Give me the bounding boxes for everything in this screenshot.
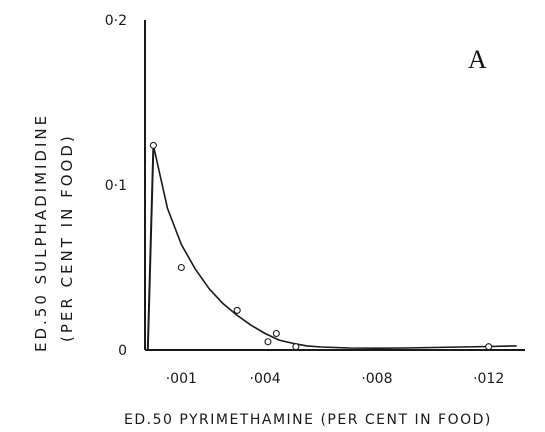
x-tick-label: ·012 <box>473 371 504 387</box>
y-axis-title-line2: (PER CENT IN FOOD) <box>58 133 76 342</box>
y-tick-label: 0·2 <box>105 13 127 29</box>
x-axis-title: ED.50 PYRIMETHAMINE (PER CENT IN FOOD) <box>124 412 492 428</box>
y-axis-title: ED.50 SULPHADIMIDINE (PER CENT IN FOOD) <box>32 113 76 352</box>
curves <box>146 145 517 351</box>
x-tick-labels: ·001 ·004 ·008 ·012 <box>166 371 505 387</box>
data-point <box>485 343 493 351</box>
y-tick-labels: 0 0·1 0·2 <box>105 13 127 359</box>
data-point <box>149 141 157 149</box>
x-tick-label: ·004 <box>250 371 281 387</box>
y-tick-label: 0·1 <box>105 178 127 194</box>
data-point <box>272 329 280 338</box>
data-point <box>233 306 241 314</box>
data-point <box>264 338 272 346</box>
panel-label: A <box>468 45 487 74</box>
data-point <box>292 343 300 351</box>
fitted-curve <box>152 145 517 349</box>
x-tick-label: ·008 <box>361 371 392 387</box>
x-tick-label: ·001 <box>166 371 197 387</box>
data-point <box>177 263 185 272</box>
additivity-line <box>146 145 155 351</box>
y-tick-label: 0 <box>118 343 127 359</box>
y-axis-title-line1: ED.50 SULPHADIMIDINE <box>32 113 50 352</box>
axes <box>144 20 525 351</box>
data-points <box>149 141 493 351</box>
